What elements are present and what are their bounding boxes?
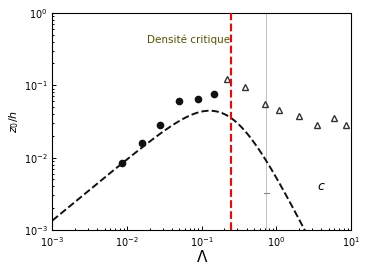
Y-axis label: $z_0/h$: $z_0/h$ [7, 110, 21, 133]
Text: Densité critique: Densité critique [147, 35, 230, 45]
Text: c: c [318, 180, 325, 193]
X-axis label: Λ: Λ [196, 250, 207, 265]
